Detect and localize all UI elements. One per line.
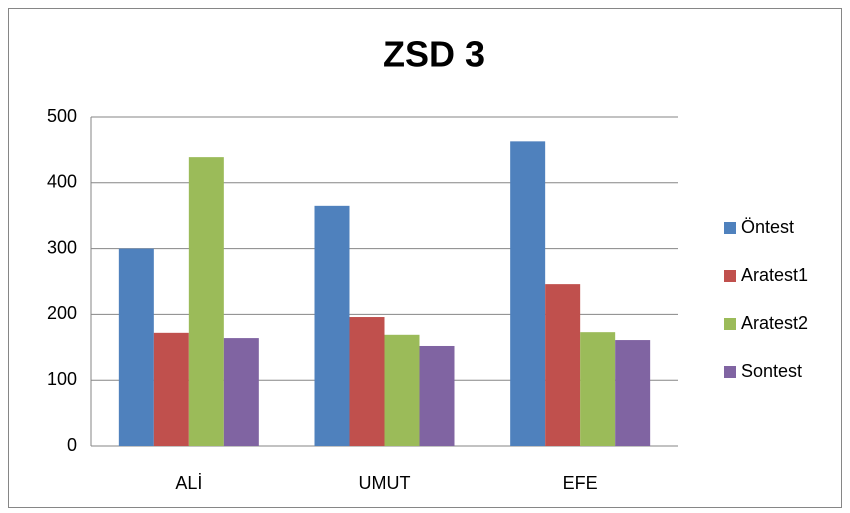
legend-swatch bbox=[724, 318, 736, 330]
legend-label: Öntest bbox=[741, 217, 794, 237]
bar bbox=[349, 317, 385, 446]
bar bbox=[419, 345, 455, 446]
x-tick-label: ALİ bbox=[175, 473, 202, 493]
bar bbox=[314, 205, 350, 446]
bar bbox=[545, 284, 581, 446]
bar bbox=[580, 332, 616, 446]
legend-swatch bbox=[724, 270, 736, 282]
bar bbox=[615, 340, 651, 446]
x-tick-label: UMUT bbox=[359, 473, 411, 493]
bar bbox=[223, 338, 259, 446]
y-tick-label: 500 bbox=[47, 106, 77, 126]
bar bbox=[510, 141, 546, 446]
y-tick-label: 100 bbox=[47, 369, 77, 389]
y-tick-label: 400 bbox=[47, 172, 77, 192]
legend-swatch bbox=[724, 222, 736, 234]
bar bbox=[153, 332, 189, 446]
chart-title: ZSD 3 bbox=[383, 34, 485, 75]
y-tick-label: 200 bbox=[47, 303, 77, 323]
legend-label: Aratest2 bbox=[741, 313, 808, 333]
legend-swatch bbox=[724, 366, 736, 378]
bar bbox=[188, 157, 224, 446]
bar bbox=[384, 334, 420, 446]
x-tick-label: EFE bbox=[563, 473, 598, 493]
y-tick-label: 0 bbox=[67, 435, 77, 455]
legend-label: Aratest1 bbox=[741, 265, 808, 285]
legend-label: Sontest bbox=[741, 361, 802, 381]
y-tick-label: 300 bbox=[47, 237, 77, 257]
bar bbox=[118, 248, 154, 446]
